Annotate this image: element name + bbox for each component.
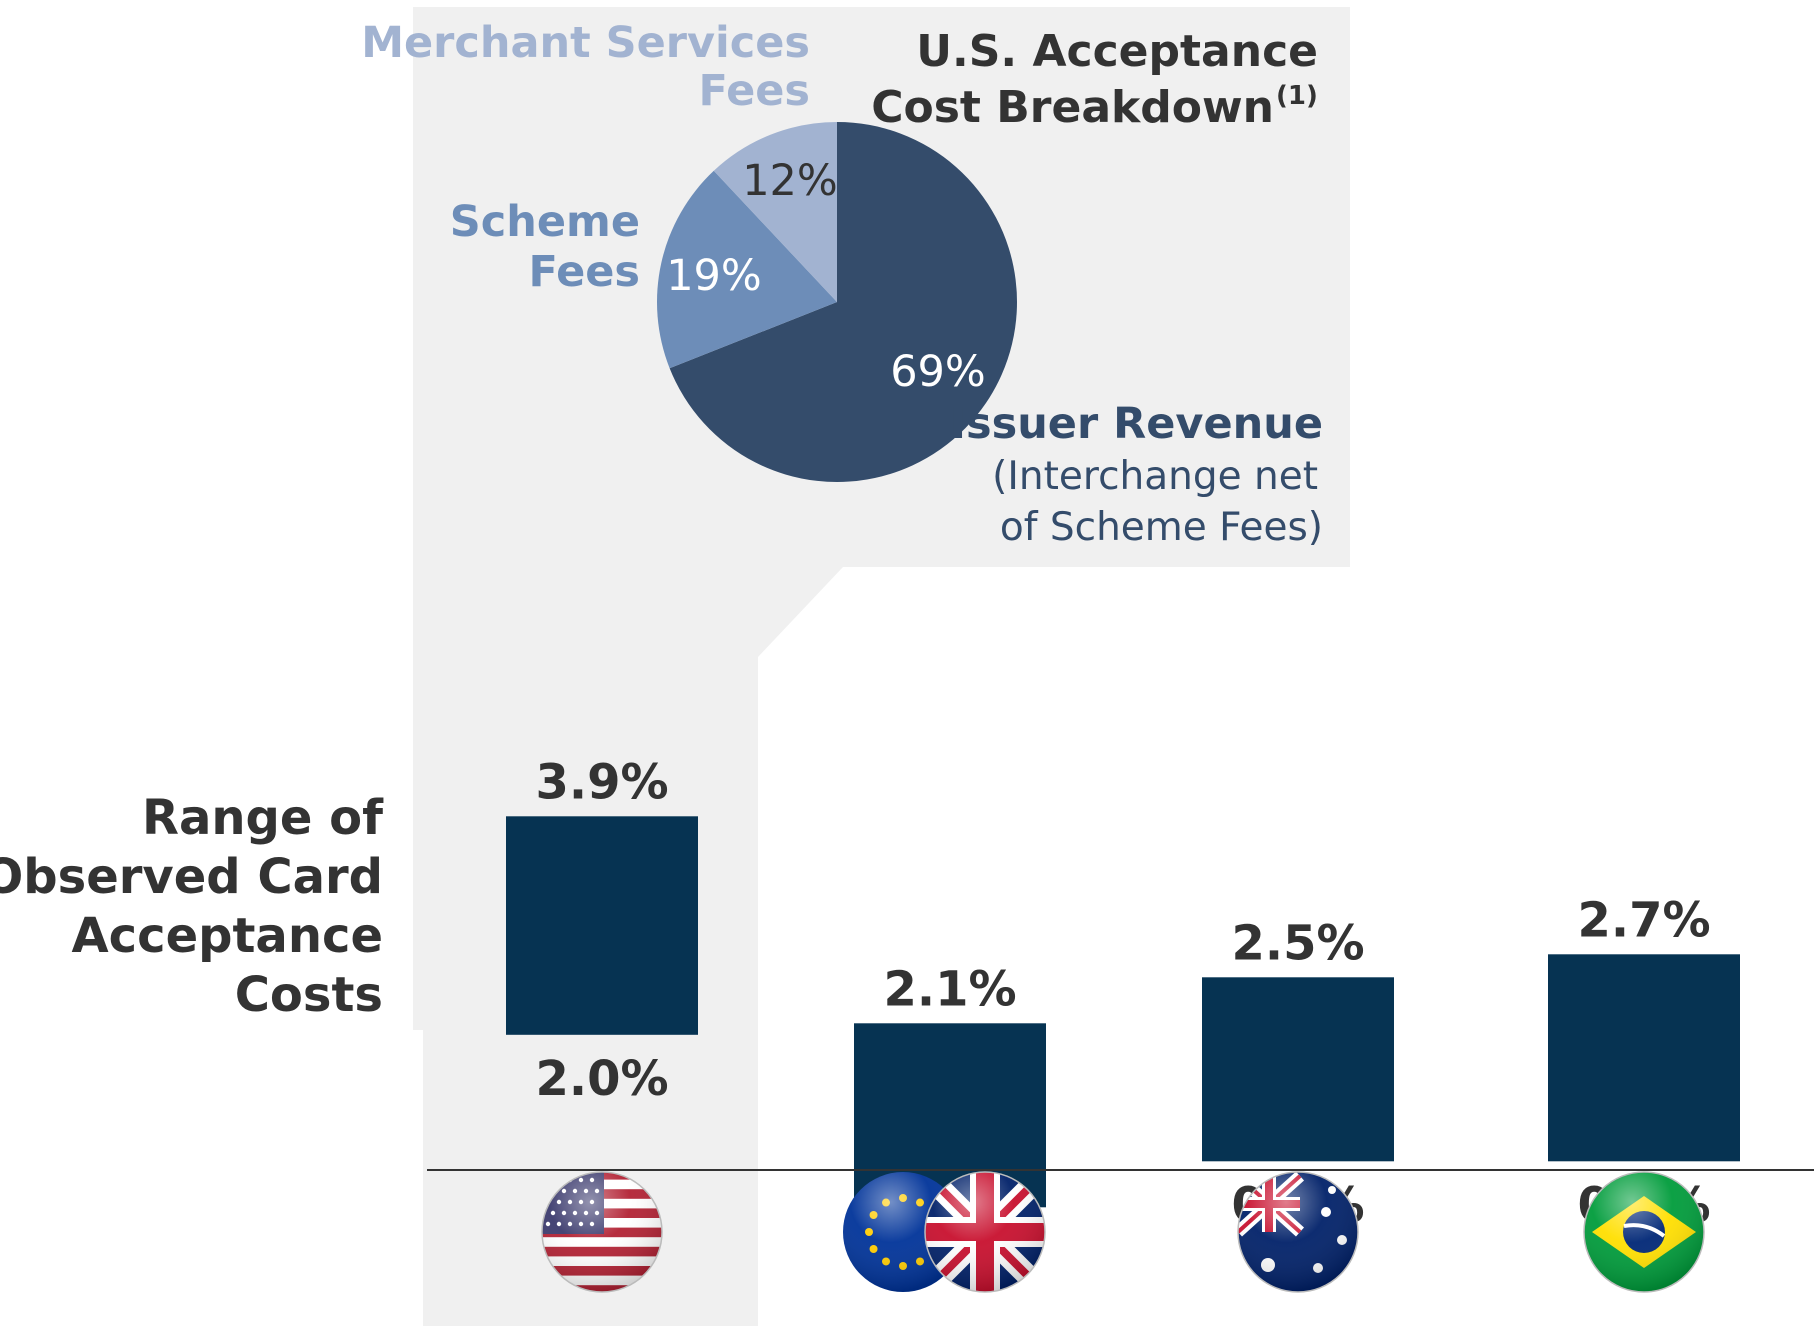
y-axis-title-line-1: Range of xyxy=(142,790,384,846)
pie-slice-2 xyxy=(713,122,837,302)
slice-pct-merchant: 12% xyxy=(742,156,838,206)
issuer-revenue-sublabel-line-1: (Interchange net xyxy=(992,454,1318,499)
merchant-services-label-line-1: Merchant Services xyxy=(361,18,810,68)
brazil-flag-icon xyxy=(1583,1171,1705,1293)
y-axis-title-line-3: Acceptance xyxy=(72,908,383,964)
scheme-fees-label-line-2: Fees xyxy=(528,247,640,297)
bar-low-label-0: 2.0% xyxy=(535,1051,668,1107)
range-bar-2 xyxy=(1202,977,1394,1162)
pie-title-line-2: Cost Breakdown xyxy=(871,82,1274,133)
bar-high-label-3: 2.7% xyxy=(1577,892,1710,948)
y-axis-title-line-2: Observed Card xyxy=(0,849,383,905)
bar-high-label-1: 2.1% xyxy=(883,961,1016,1017)
pie-slice-0 xyxy=(669,122,1017,482)
pie-title-superscript: (1) xyxy=(1276,81,1318,111)
range-bar-3 xyxy=(1548,954,1740,1162)
scheme-fees-label-line-1: Scheme xyxy=(450,197,640,247)
issuer-revenue-sublabel-line-2: of Scheme Fees) xyxy=(1000,505,1323,550)
y-axis-title-line-4: Costs xyxy=(235,967,383,1023)
eu-uk-flag-icon xyxy=(843,1171,1046,1293)
pie-slice-1 xyxy=(657,170,837,369)
range-bar-0 xyxy=(506,816,698,1035)
merchant-services-label-line-2: Fees xyxy=(698,66,810,116)
us-flag-icon xyxy=(541,1171,663,1293)
slice-pct-issuer: 69% xyxy=(890,347,986,397)
bar-high-label-0: 3.9% xyxy=(535,754,668,810)
bar-high-label-2: 2.5% xyxy=(1231,915,1364,971)
slice-pct-scheme: 19% xyxy=(666,251,762,301)
issuer-revenue-label: Issuer Revenue xyxy=(950,399,1323,449)
pie-title-line-1: U.S. Acceptance xyxy=(916,26,1318,77)
pie-chart xyxy=(657,122,1017,482)
